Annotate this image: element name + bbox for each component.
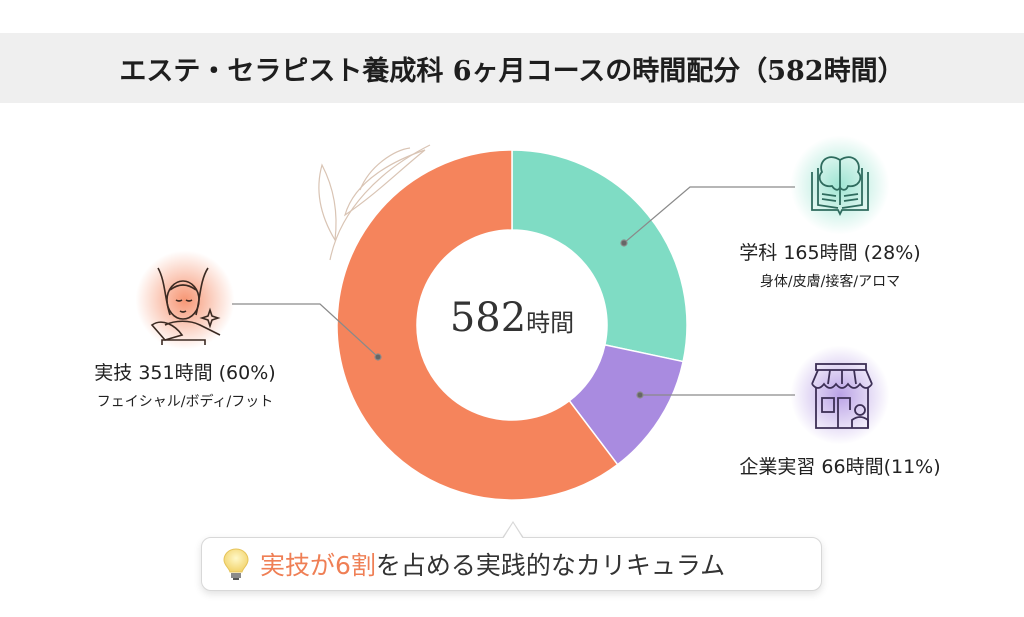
- label-gakka: 学科 165時間 (28%) 身体/皮膚/接客/アロマ: [720, 238, 940, 291]
- callout-text: を占める実践的なカリキュラム: [375, 551, 726, 580]
- callout-highlight: 実技が6割: [260, 551, 376, 580]
- label-jitsugi: 実技 351時間 (60%) フェイシャル/ボディ/フット: [70, 358, 300, 411]
- label-jisshu: 企業実習 66時間(11%): [720, 452, 960, 479]
- label-gakka-main: 学科 165時間 (28%): [739, 242, 921, 264]
- title-band: エステ・セラピスト養成科 6ヶ月コースの時間配分（582時間）: [0, 33, 1024, 103]
- label-jitsugi-sub: フェイシャル/ボディ/フット: [96, 394, 274, 410]
- center-total-value: 582: [449, 295, 527, 341]
- leader-dot-jitsugi: [374, 353, 382, 361]
- leader-dot-gakka: [620, 239, 628, 247]
- callout-box: 実技が6割 を占める実践的なカリキュラム: [201, 537, 822, 591]
- brain-book-icon: [811, 156, 869, 217]
- lightbulb-icon: [223, 548, 249, 580]
- facial-massage-icon: [150, 267, 221, 345]
- center-total: 582時間: [417, 295, 607, 341]
- donut-hole: [417, 230, 607, 420]
- storefront-icon: [811, 363, 873, 429]
- label-gakka-sub: 身体/皮膚/接客/アロマ: [759, 274, 901, 290]
- chart-title: エステ・セラピスト養成科 6ヶ月コースの時間配分（582時間）: [119, 55, 905, 87]
- center-total-unit: 時間: [526, 309, 575, 337]
- botanical-decoration: [318, 144, 431, 261]
- label-jitsugi-main: 実技 351時間 (60%): [94, 362, 276, 384]
- leader-jitsugi: [232, 303, 379, 358]
- label-jisshu-main: 企業実習 66時間(11%): [739, 456, 941, 478]
- callout-pointer-fill: [503, 523, 523, 539]
- leader-gakka: [623, 186, 795, 244]
- leader-dot-jisshu: [636, 391, 644, 399]
